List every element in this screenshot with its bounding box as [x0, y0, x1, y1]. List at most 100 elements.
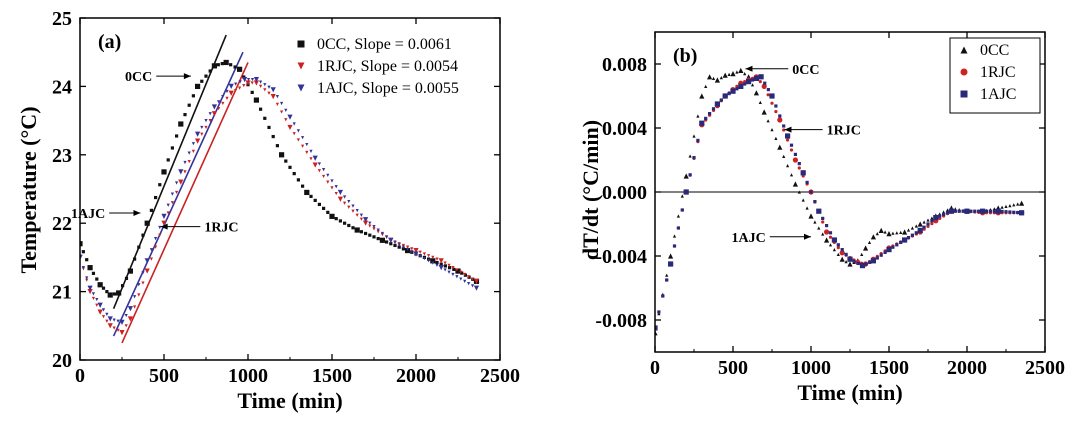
trail-point — [692, 134, 696, 138]
trail-point — [133, 295, 137, 299]
trail-point — [149, 208, 153, 212]
trail-point — [200, 132, 204, 136]
trail-point — [234, 82, 238, 86]
trail-point — [856, 261, 860, 266]
trail-point — [330, 179, 334, 183]
y-tick-label: 25 — [52, 8, 72, 30]
data-point — [995, 208, 1001, 214]
trail-point — [447, 263, 451, 267]
trail-point — [782, 154, 786, 158]
fit-line-1rjc — [121, 62, 249, 344]
trail-point — [766, 93, 770, 97]
trail-point — [914, 224, 918, 228]
data-point — [144, 268, 150, 274]
annotation-label: 1AJC — [732, 231, 766, 246]
legend-entry: 1AJC, Slope = 0.0055 — [317, 80, 459, 97]
legend: 0CC, Slope = 0.0061 1RJC, Slope = 0.0054 1… — [297, 36, 459, 97]
trail-point — [216, 63, 220, 67]
trail-point — [427, 254, 431, 258]
y-tick-label: 23 — [52, 145, 72, 167]
trail-point — [836, 246, 840, 250]
trail-point — [883, 250, 887, 254]
trail-point — [817, 226, 821, 230]
data-point — [87, 285, 93, 291]
trail-point — [95, 277, 99, 281]
trail-point — [410, 247, 414, 251]
trail-point — [105, 319, 109, 323]
trail-point — [418, 250, 422, 254]
data-point — [107, 316, 113, 322]
data-point — [119, 319, 125, 325]
annotation: 1AJC — [71, 207, 141, 222]
trail-point — [828, 231, 833, 235]
legend-marker — [297, 62, 305, 70]
trail-point — [463, 272, 467, 277]
chart-panel-b: 0 500 1000 1500 2000 2500 0.008 0.004 0.000 -0.00… — [578, 31, 1065, 405]
x-tick-label: 500 — [718, 357, 748, 379]
trail-point — [828, 243, 833, 247]
trail-point — [280, 101, 284, 106]
trail-point — [406, 245, 410, 249]
x-tick-label: 1000 — [228, 365, 268, 387]
trail-point — [85, 278, 89, 282]
trail-point — [672, 234, 677, 238]
trail-point — [680, 194, 684, 198]
data-point — [683, 189, 689, 195]
trail-point — [945, 211, 950, 215]
trail-point — [347, 205, 351, 209]
trail-point — [938, 214, 942, 218]
trail-point — [443, 264, 447, 268]
trail-point — [301, 136, 305, 140]
trail-point — [271, 134, 275, 139]
trail-point — [170, 192, 174, 196]
trail-point — [91, 296, 96, 301]
arrow-head — [804, 233, 811, 240]
trail-point — [422, 256, 426, 261]
trail-point — [137, 245, 141, 249]
x-tick-label: 0 — [75, 365, 85, 387]
trail-point — [284, 118, 288, 122]
data-point — [211, 111, 217, 117]
trail-point — [719, 98, 723, 102]
trail-point — [1004, 204, 1008, 208]
data-point — [722, 72, 728, 78]
y-tick-label: -0.008 — [595, 310, 647, 332]
trail-point — [879, 253, 883, 257]
trail-point — [431, 255, 435, 259]
trail-point — [696, 138, 700, 142]
trail-point — [322, 174, 326, 179]
x-tick-label: 2500 — [480, 365, 520, 387]
x-axis-title: Time (min) — [797, 380, 902, 405]
trail-point — [455, 268, 459, 272]
legend-marker — [297, 40, 305, 48]
trail-point — [930, 222, 934, 226]
data-point — [808, 213, 814, 219]
trail-point — [267, 85, 271, 89]
trail-point — [149, 257, 153, 261]
y-axis-title: dT/dt (°C/min) — [578, 120, 603, 260]
trail-point — [154, 236, 158, 241]
trail-point — [719, 76, 723, 80]
trail-point — [852, 259, 856, 263]
trail-point — [758, 80, 762, 84]
annotation-label: 1RJC — [827, 124, 861, 139]
trail-point — [233, 65, 237, 69]
trail-point — [957, 209, 961, 213]
data-point — [668, 261, 674, 267]
trail-point — [401, 245, 405, 249]
data-point — [847, 256, 853, 262]
trail-point — [242, 83, 246, 88]
trail-point — [275, 95, 279, 99]
trail-point — [200, 125, 204, 130]
trail-point — [263, 88, 267, 92]
data-point — [839, 256, 845, 262]
data-point — [253, 76, 259, 83]
y-tick-label: 24 — [52, 76, 72, 98]
trail-point — [805, 206, 809, 210]
trail-point — [263, 116, 267, 120]
data-point — [363, 217, 369, 223]
trail-point — [789, 143, 794, 147]
data-layer — [655, 67, 1025, 336]
legend-marker — [960, 90, 968, 98]
data-point — [655, 325, 658, 331]
